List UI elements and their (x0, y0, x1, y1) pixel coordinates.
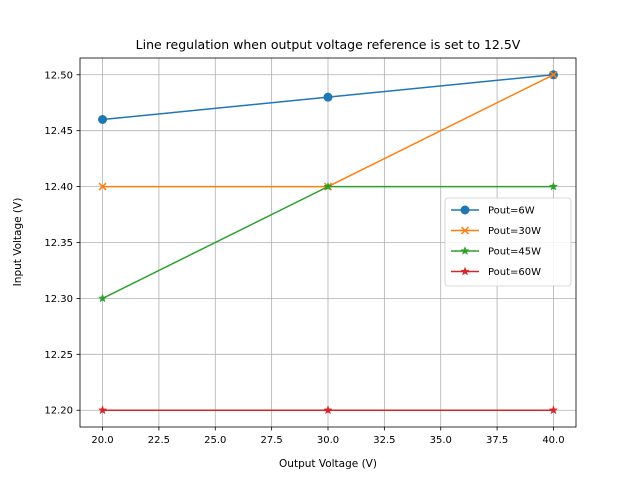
legend-item: Pout=6W (451, 205, 535, 217)
legend-item: Pout=45W (451, 246, 541, 258)
x-tick-label: 35.0 (430, 435, 452, 446)
legend-marker (460, 246, 470, 255)
x-tick-label: 22.5 (148, 435, 170, 446)
legend-label: Pout=60W (488, 267, 541, 278)
data-point (548, 181, 559, 191)
y-tick-label: 12.30 (44, 294, 73, 305)
y-tick-label: 12.35 (44, 238, 73, 249)
x-tick-label: 27.5 (261, 435, 283, 446)
ticks: 20.0 22.5 25.0 27.5 30.0 32.5 35.0 37.5 40.0 12.2… (44, 70, 564, 446)
legend-item: Pout=60W (451, 266, 541, 278)
chart-title: Line regulation when output voltage refe… (136, 37, 521, 52)
x-tick-label: 37.5 (486, 435, 508, 446)
y-tick-label: 12.50 (44, 70, 73, 81)
y-tick-label: 12.25 (44, 350, 73, 361)
y-axis-label: Input Voltage (V) (12, 198, 24, 287)
legend: Pout=6W Pout=30W Pout=45W Pout=60W (444, 197, 572, 287)
x-tick-label: 32.5 (373, 435, 395, 446)
x-tick-label: 20.0 (91, 435, 113, 446)
data-point (548, 405, 559, 415)
legend-item: Pout=30W (451, 226, 541, 237)
legend-marker (460, 266, 470, 276)
x-tick-label: 40.0 (542, 435, 564, 446)
x-tick-label: 30.0 (317, 435, 339, 446)
data-point (323, 405, 333, 415)
x-tick-label: 25.0 (204, 435, 226, 446)
data-point (98, 182, 107, 191)
data-point (97, 405, 108, 415)
x-axis-label: Output Voltage (V) (279, 458, 377, 470)
legend-label: Pout=30W (488, 226, 541, 237)
series-pout-60w (97, 405, 559, 415)
series-layer (97, 70, 559, 415)
data-point (98, 115, 108, 124)
y-tick-label: 12.40 (44, 182, 73, 193)
legend-label: Pout=6W (488, 206, 535, 217)
data-point (549, 70, 558, 79)
legend-marker (460, 205, 470, 215)
data-point (97, 293, 108, 303)
legend-label: Pout=45W (488, 247, 541, 258)
y-tick-label: 12.20 (44, 406, 73, 417)
data-point (323, 181, 333, 191)
legend-marker (460, 226, 470, 235)
series-pout-45w (97, 181, 559, 303)
y-tick-label: 12.45 (44, 126, 73, 137)
data-point (323, 92, 333, 102)
legend-box (444, 197, 572, 287)
